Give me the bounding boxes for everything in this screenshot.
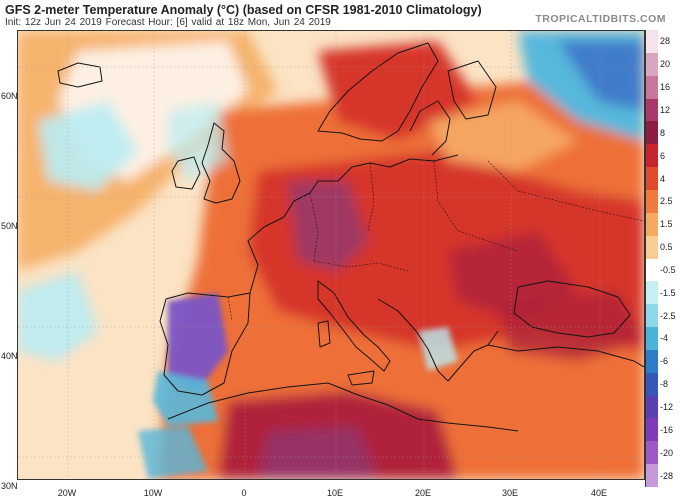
longitude-label: 40E (590, 488, 608, 498)
iberia-anomalies (138, 293, 458, 479)
longitude-label: 20E (414, 488, 432, 498)
longitude-label: 20W (57, 488, 77, 498)
header: GFS 2-meter Temperature Anomaly (°C) (ba… (0, 0, 680, 30)
colorbar-swatch (646, 395, 658, 419)
coastlines (57, 42, 644, 432)
italy-coast (317, 280, 391, 372)
scandinavia-coast (317, 42, 439, 142)
colorbar-label: 0.5 (660, 242, 673, 253)
colorbar-label: -20 (660, 447, 674, 458)
turkey-coast (487, 344, 644, 368)
colorbar-label: -28 (660, 470, 674, 481)
colorbar-label: 28 (660, 36, 671, 47)
colorbar-label: -2.5 (660, 310, 676, 321)
black-sea-coast (513, 280, 631, 338)
sicily-coast (347, 370, 375, 386)
colorbar-swatch (646, 52, 658, 77)
brand-watermark: TROPICALTIDBITS.COM (535, 13, 666, 25)
latitude-axis: 60N 50N 40N 30N (0, 30, 18, 491)
colorbar-swatch (646, 372, 658, 397)
germany-benelux-hotspot (288, 181, 368, 271)
colorbar-swatch (646, 189, 658, 214)
longitude-label: 10W (143, 488, 163, 498)
aegean-cool-speckle (418, 327, 458, 371)
great-britain-coast (201, 122, 241, 204)
scandinavia-warmth (318, 41, 478, 141)
colorbar-label: -1.5 (660, 287, 676, 298)
longitude-label: 30E (501, 488, 519, 498)
colorbar-label: 20 (660, 59, 671, 70)
balkans-coast (377, 298, 499, 382)
colorbar (645, 30, 658, 488)
map-subtitle: Init: 12z Jun 24 2019 Forecast Hour: [6]… (5, 17, 331, 28)
longitude-axis: 20W 10W 0 10E 20E 30E 40E (17, 480, 645, 500)
colorbar-label: 2.5 (660, 196, 673, 207)
iceland-coast (57, 62, 103, 88)
colorbar-swatch (646, 144, 658, 168)
border-alps (313, 260, 409, 272)
colorbar-swatch (646, 464, 658, 488)
latitude-label: 30N (1, 481, 18, 491)
colorbar-swatch (646, 30, 658, 54)
colorbar-swatch (646, 304, 658, 328)
sardinia-coast (317, 320, 331, 348)
britain-cool-fringe (168, 101, 228, 181)
colorbar-swatch (646, 121, 658, 145)
colorbar-label: -8 (660, 379, 669, 390)
finland-coast (447, 60, 497, 120)
colorbar-label: 16 (660, 82, 671, 93)
map-title: GFS 2-meter Temperature Anomaly (°C) (ba… (5, 3, 482, 17)
latitude-label: 40N (1, 351, 18, 361)
anomaly-field (18, 31, 644, 479)
borders (227, 160, 644, 322)
graticule (18, 31, 644, 479)
border-russia (487, 160, 644, 222)
iberia-cold-interior (168, 293, 228, 391)
russia-cold-core (558, 41, 644, 111)
colorbar-label: 6 (660, 150, 666, 161)
colorbar-swatch (646, 167, 658, 191)
south-atlantic-cool-patch (18, 271, 98, 361)
western-europe-coast (247, 154, 459, 294)
colorbar-label: -16 (660, 424, 674, 435)
colorbar-swatch (646, 327, 658, 351)
colorbar-label: 8 (660, 127, 666, 138)
colorbar-swatch (646, 349, 658, 374)
colorbar-swatch (646, 258, 658, 282)
colorbar-label: 12 (660, 104, 671, 115)
colorbar-swatch (646, 212, 658, 237)
black-sea-warmth (498, 291, 644, 361)
colorbar-label: -12 (660, 402, 674, 413)
west-atlantic-cool-patch (38, 101, 138, 191)
map-canvas (18, 31, 644, 479)
colorbar-label: -0.5 (660, 264, 676, 275)
colorbar-label: 4 (660, 173, 666, 184)
border-iberia (227, 296, 233, 322)
colorbar-swatch (646, 441, 658, 465)
longitude-label: 0 (241, 488, 247, 498)
colorbar-swatch (646, 281, 658, 305)
longitude-label: 10E (326, 488, 344, 498)
baltic-coast (409, 100, 451, 156)
latitude-label: 50N (1, 221, 18, 231)
morocco-cool-patch (138, 426, 208, 479)
sahara-purple-core (258, 426, 378, 479)
latitude-label: 60N (1, 91, 18, 101)
colorbar-swatch (646, 98, 658, 122)
colorbar-swatch (646, 75, 658, 100)
colorbar-label: -6 (660, 356, 669, 367)
colorbar-label: 1.5 (660, 219, 673, 230)
colorbar-label: -4 (660, 333, 669, 344)
colorbar-swatch (646, 235, 658, 259)
border-france-germany (309, 192, 319, 262)
iberia-cool-rim (153, 371, 218, 426)
ireland-coast (171, 156, 201, 190)
north-africa-coast (167, 382, 519, 432)
colorbar-swatch (646, 418, 658, 442)
anomaly-map (17, 30, 645, 480)
